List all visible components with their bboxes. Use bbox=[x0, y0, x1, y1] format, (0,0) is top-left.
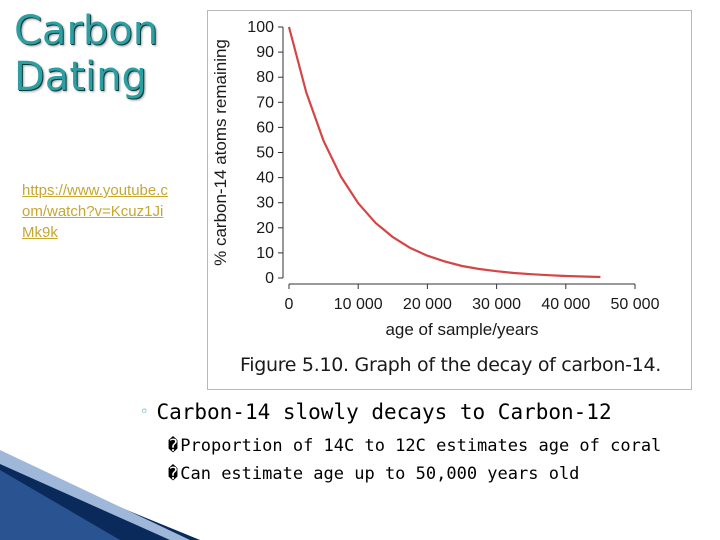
x-tick-label: 20 000 bbox=[403, 296, 452, 313]
y-tick-label: 70 bbox=[256, 94, 274, 111]
y-tick-label: 20 bbox=[256, 220, 274, 237]
sub-bullet: � Can estimate age up to 50,000 years old bbox=[168, 464, 579, 484]
sub-bullet-marker-icon: � bbox=[168, 464, 179, 484]
x-tick-label: 40 000 bbox=[541, 296, 590, 313]
y-tick-label: 40 bbox=[256, 170, 274, 187]
bullet-main-text: Carbon-14 slowly decays to Carbon-12 bbox=[156, 400, 612, 424]
sub-bullet-text: Proportion of 14C to 12C estimates age o… bbox=[180, 436, 662, 456]
x-axis-title: age of sample/years bbox=[385, 320, 538, 339]
y-tick-label: 50 bbox=[256, 145, 274, 162]
corner-decoration bbox=[0, 450, 200, 540]
bullet-marker-icon: ◦ bbox=[140, 404, 149, 420]
decay-chart: 0 10 20 30 40 50 60 70 80 90 100 0 10 000 20 000 30 00… bbox=[211, 19, 660, 339]
y-tick-label: 90 bbox=[256, 44, 274, 61]
decay-figure: 0 10 20 30 40 50 60 70 80 90 100 0 10 000 20 000 30 00… bbox=[207, 10, 692, 390]
sub-bullet: � Proportion of 14C to 12C estimates age … bbox=[168, 436, 661, 456]
x-tick-label: 30 000 bbox=[472, 296, 521, 313]
x-tick-label: 50 000 bbox=[611, 296, 660, 313]
video-link[interactable]: https://www.youtube.com/watch?v=Kcuz1JiM… bbox=[22, 182, 168, 241]
y-tick-label: 100 bbox=[247, 19, 274, 36]
x-tick-label: 0 bbox=[285, 296, 294, 313]
y-tick-label: 60 bbox=[256, 119, 274, 136]
y-tick-label: 10 bbox=[256, 245, 274, 262]
slide-title: Carbon Dating bbox=[14, 8, 184, 100]
decay-curve-line bbox=[287, 26, 601, 279]
y-tick-label: 30 bbox=[256, 195, 274, 212]
slide-title-line2: Dating bbox=[14, 54, 147, 100]
sub-bullet-text: Can estimate age up to 50,000 years old bbox=[180, 464, 580, 484]
figure-caption: Figure 5.10. Graph of the decay of carbo… bbox=[239, 354, 661, 376]
y-tick-label: 80 bbox=[256, 69, 274, 86]
corner-shape-mid bbox=[0, 470, 120, 540]
y-tick-label: 0 bbox=[265, 270, 274, 287]
corner-shape-light bbox=[0, 450, 190, 540]
bullet-main: ◦ Carbon-14 slowly decays to Carbon-12 bbox=[140, 400, 612, 424]
y-axis-title: % carbon-14 atoms remaining bbox=[211, 39, 230, 266]
sub-bullet-marker-icon: � bbox=[168, 436, 179, 456]
slide-title-line1: Carbon bbox=[14, 8, 159, 54]
x-tick-label: 10 000 bbox=[334, 296, 383, 313]
